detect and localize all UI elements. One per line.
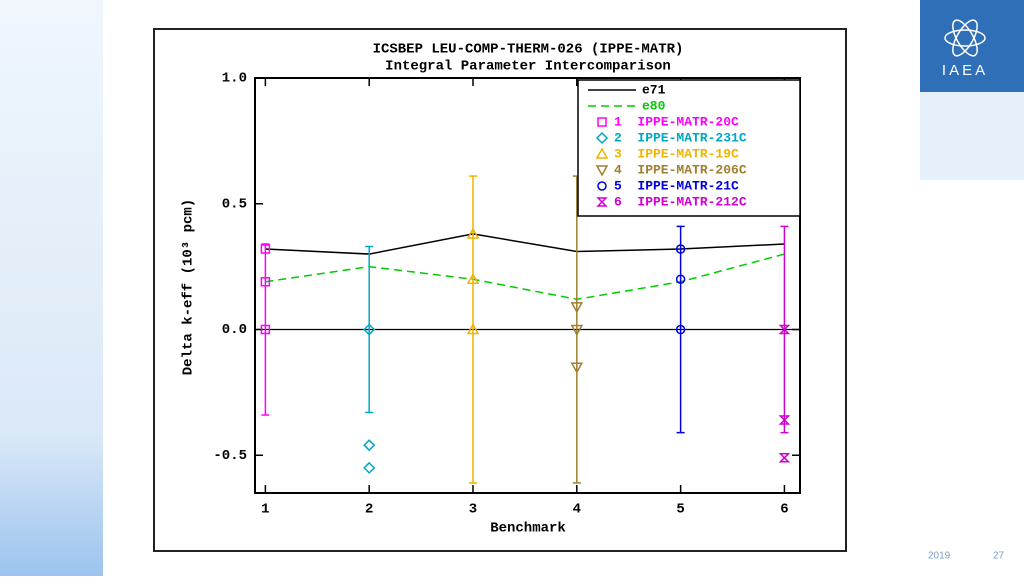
legend-label: e80 bbox=[642, 98, 666, 113]
legend-label: 3 IPPE-MATR-19C bbox=[614, 146, 739, 161]
y-tick-label: 1.0 bbox=[222, 71, 247, 87]
x-axis-label: Benchmark bbox=[490, 521, 566, 537]
legend-label: 2 IPPE-MATR-231C bbox=[614, 130, 747, 145]
legend-label: e71 bbox=[642, 82, 666, 97]
x-tick-label: 2 bbox=[365, 502, 373, 518]
chart-subtitle: Integral Parameter Intercomparison bbox=[385, 59, 671, 75]
side-strip bbox=[0, 0, 103, 576]
legend-label: 5 IPPE-MATR-21C bbox=[614, 178, 739, 193]
logo-text: IAEA bbox=[942, 62, 988, 79]
x-tick-label: 3 bbox=[469, 502, 477, 518]
y-tick-label: 0.0 bbox=[222, 322, 247, 338]
x-tick-label: 6 bbox=[780, 502, 788, 518]
x-tick-label: 5 bbox=[676, 502, 684, 518]
chart-title: ICSBEP LEU-COMP-THERM-026 (IPPE-MATR) bbox=[373, 42, 684, 58]
page-number: 27 bbox=[993, 551, 1005, 562]
legend-label: 1 IPPE-MATR-20C bbox=[614, 114, 739, 129]
y-tick-label: -0.5 bbox=[213, 448, 247, 464]
legend-label: 4 IPPE-MATR-206C bbox=[614, 162, 747, 177]
y-tick-label: 0.5 bbox=[222, 196, 247, 212]
footer-date: 2019 bbox=[928, 551, 951, 562]
x-tick-label: 1 bbox=[261, 502, 269, 518]
x-tick-label: 4 bbox=[573, 502, 581, 518]
legend-label: 6 IPPE-MATR-212C bbox=[614, 194, 747, 209]
y-axis-label: Delta k-eff (10³ pcm) bbox=[181, 199, 197, 375]
